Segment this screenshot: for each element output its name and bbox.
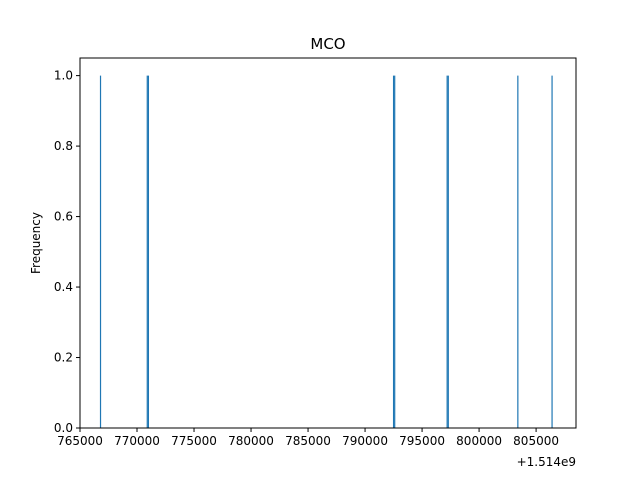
histogram-bar xyxy=(146,75,148,429)
x-tick-label: 775000 xyxy=(171,434,217,448)
histogram-bar xyxy=(551,75,553,429)
x-tick-label: 790000 xyxy=(342,434,388,448)
y-tick-label: 0.8 xyxy=(54,139,73,153)
y-tick-label: 0.0 xyxy=(54,421,73,435)
histogram-bar xyxy=(517,75,519,429)
x-tick-label: 785000 xyxy=(285,434,331,448)
histogram-bar xyxy=(99,75,102,429)
x-tick-label: 780000 xyxy=(228,434,274,448)
x-tick-label: 795000 xyxy=(399,434,445,448)
y-tick-label: 0.4 xyxy=(54,280,73,294)
histogram-bar xyxy=(447,75,449,429)
y-tick-label: 0.2 xyxy=(54,351,73,365)
x-axis-offset-label: +1.514e9 xyxy=(517,455,576,469)
histogram-bar xyxy=(446,75,448,429)
plot-frame xyxy=(79,57,577,429)
chart-title: MCO xyxy=(310,35,345,53)
x-tick-label: 800000 xyxy=(456,434,502,448)
x-tick-label: 770000 xyxy=(114,434,160,448)
histogram-bar xyxy=(147,75,150,429)
x-tick-label: 765000 xyxy=(57,434,103,448)
bars-layer xyxy=(99,75,553,429)
y-tick-label: 1.0 xyxy=(54,69,73,83)
histogram-bar xyxy=(394,75,396,429)
y-tick-label: 0.6 xyxy=(54,210,73,224)
y-axis-label: Frequency xyxy=(29,212,43,274)
histogram-bar xyxy=(392,75,395,429)
x-tick-label: 805000 xyxy=(513,434,559,448)
axes-layer: 765000 770000 775000 780000 785000 790000 7950… xyxy=(54,57,577,448)
